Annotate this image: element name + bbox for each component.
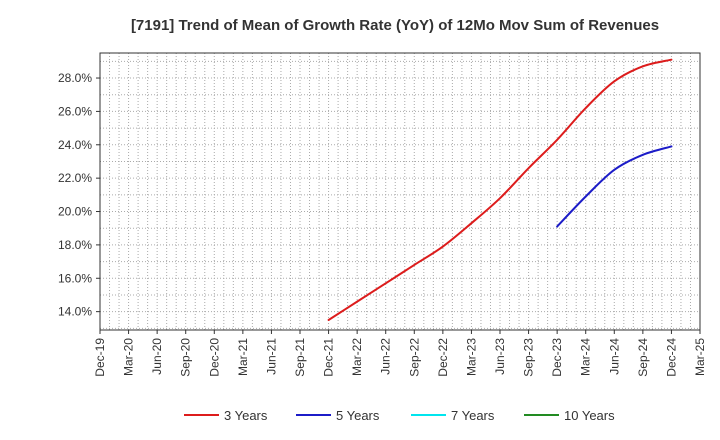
legend: 3 Years 5 Years 7 Years 10 Years	[184, 408, 615, 423]
x-tick-label: Mar-25	[693, 338, 707, 376]
y-tick-label: 22.0%	[58, 171, 92, 185]
x-tick-label: Sep-24	[636, 338, 650, 377]
x-axis-labels: Dec-19 Mar-20 Jun-20 Sep-20 Dec-20 Mar-21 Jun-…	[93, 330, 707, 377]
series-line-5-years	[556, 145, 673, 228]
y-tick-label: 14.0%	[58, 305, 92, 319]
x-tick-label: Jun-20	[150, 338, 164, 375]
x-tick-label: Dec-20	[207, 338, 221, 377]
x-tick-label: Mar-24	[579, 338, 593, 376]
plot-area	[100, 53, 700, 330]
y-tick-label: 16.0%	[58, 271, 92, 285]
y-gridlines	[100, 60, 700, 329]
x-tick-label: Mar-23	[464, 338, 478, 376]
legend-label-10-years: 10 Years	[564, 408, 615, 423]
series-line-3-years	[327, 58, 673, 321]
x-tick-label: Dec-22	[436, 338, 450, 377]
y-axis-labels: 14.0% 16.0% 18.0% 20.0% 22.0% 24.0% 26.0% 28.0%	[58, 71, 100, 319]
x-tick-label: Jun-23	[493, 338, 507, 375]
y-tick-label: 18.0%	[58, 238, 92, 252]
x-tick-label: Dec-23	[550, 338, 564, 377]
x-tick-label: Sep-23	[522, 338, 536, 377]
plot-border	[99, 52, 701, 331]
x-tick-label: Mar-20	[122, 338, 136, 376]
legend-label-7-years: 7 Years	[451, 408, 495, 423]
x-tick-label: Sep-20	[179, 338, 193, 377]
x-tick-label: Sep-22	[407, 338, 421, 377]
series-lines	[327, 58, 673, 321]
x-tick-label: Sep-21	[293, 338, 307, 377]
x-tick-label: Mar-21	[236, 338, 250, 376]
x-tick-label: Dec-21	[322, 338, 336, 377]
legend-label-5-years: 5 Years	[336, 408, 380, 423]
y-tick-label: 20.0%	[58, 205, 92, 219]
x-tick-label: Jun-21	[264, 338, 278, 375]
x-tick-label: Jun-24	[607, 338, 621, 375]
y-tick-label: 28.0%	[58, 71, 92, 85]
x-tick-label: Dec-24	[664, 338, 678, 377]
y-tick-label: 24.0%	[58, 138, 92, 152]
y-tick-label: 26.0%	[58, 104, 92, 118]
x-tick-label: Jun-22	[379, 338, 393, 375]
x-tick-label: Dec-19	[93, 338, 107, 377]
x-gridlines	[109, 53, 691, 330]
chart-title: [7191] Trend of Mean of Growth Rate (YoY…	[131, 17, 659, 34]
legend-label-3-years: 3 Years	[224, 408, 268, 423]
x-tick-label: Mar-22	[350, 338, 364, 376]
